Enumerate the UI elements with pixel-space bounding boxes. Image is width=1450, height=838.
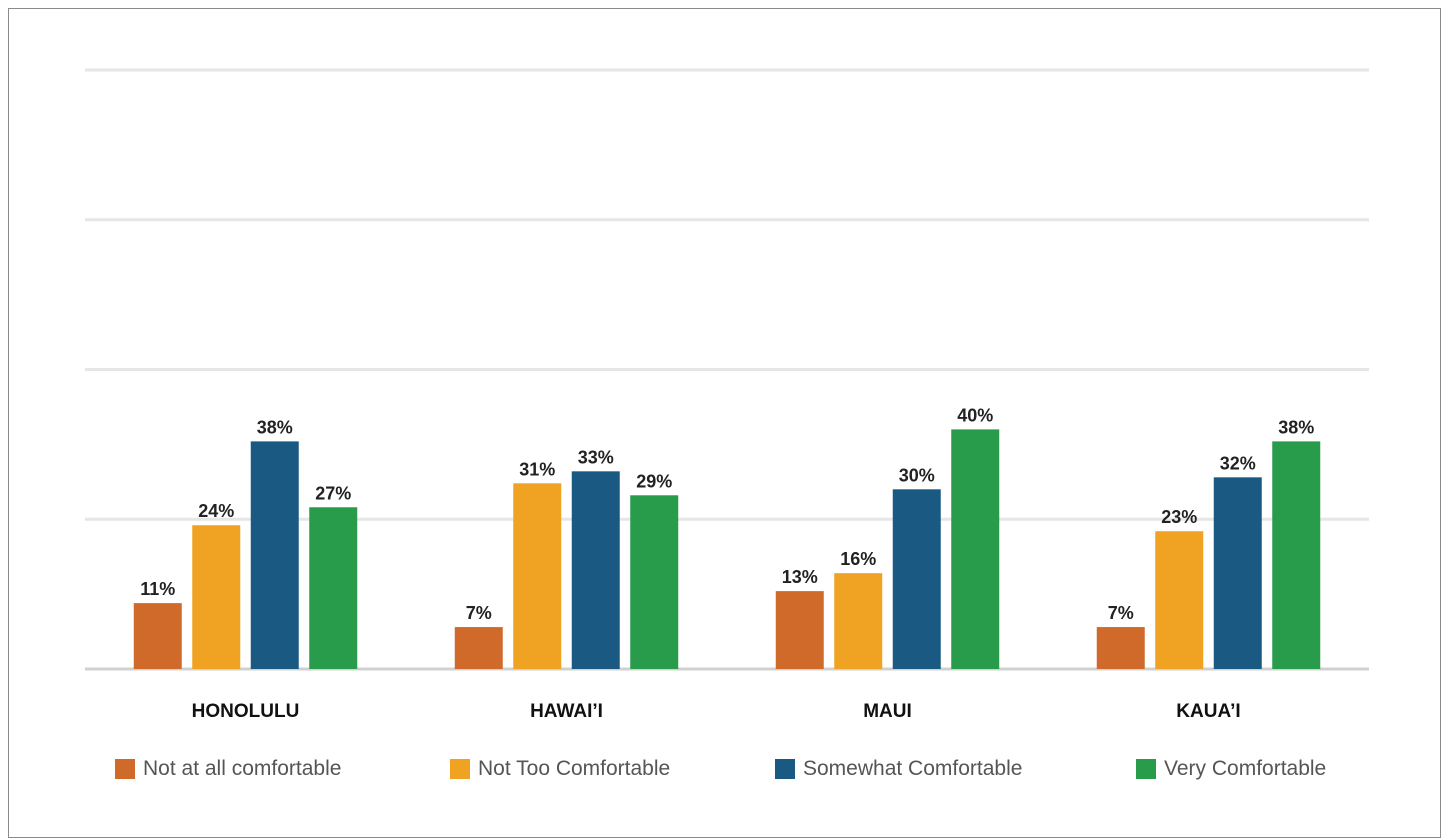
data-label: 23% — [1161, 507, 1197, 527]
data-label: 16% — [840, 549, 876, 569]
data-label: 7% — [1108, 603, 1134, 623]
bar — [571, 471, 620, 669]
legend: Not at all comfortable Not Too Comfortabl… — [0, 757, 1450, 781]
data-label: 11% — [140, 579, 175, 599]
category-label: KAUA’I — [1176, 701, 1240, 722]
bar — [309, 507, 358, 669]
bar — [834, 573, 883, 669]
data-label: 27% — [315, 483, 351, 503]
data-label: 24% — [198, 501, 234, 521]
bar — [1155, 531, 1204, 669]
category-label: HONOLULU — [192, 701, 300, 722]
legend-swatch — [115, 759, 135, 779]
bar — [250, 441, 299, 669]
bar — [951, 429, 1000, 669]
legend-swatch — [775, 759, 795, 779]
bar — [892, 489, 941, 669]
category-labels: HONOLULU HAWAI’I MAUI KAUA’I — [192, 701, 1241, 722]
legend-label: Very Comfortable — [1164, 757, 1327, 780]
legend-label: Not at all comfortable — [143, 757, 342, 780]
data-label: 29% — [636, 471, 672, 491]
category-label: HAWAI’I — [530, 701, 603, 722]
bar — [1213, 477, 1262, 669]
bar — [454, 627, 503, 669]
data-label: 7% — [466, 603, 492, 623]
legend-label: Somewhat Comfortable — [803, 757, 1023, 780]
bar — [775, 591, 824, 669]
data-label: 13% — [782, 567, 818, 587]
bar — [513, 483, 562, 669]
data-label: 38% — [1278, 417, 1314, 437]
data-label: 33% — [578, 447, 614, 467]
legend-label: Not Too Comfortable — [478, 757, 671, 780]
data-labels: 11% 24% 38% 27% 7% 31% 33% 29% 13% 16% 30% 40% 7% 23%… — [140, 405, 1314, 623]
legend-item: Not at all comfortable — [115, 757, 341, 781]
category-label: MAUI — [863, 701, 912, 722]
bar — [630, 495, 679, 669]
data-label: 40% — [957, 405, 993, 425]
legend-item: Somewhat Comfortable — [775, 757, 1022, 781]
data-label: 38% — [257, 417, 293, 437]
bar — [133, 603, 182, 669]
legend-swatch — [1136, 759, 1156, 779]
data-label: 30% — [899, 465, 935, 485]
legend-item: Very Comfortable — [1136, 757, 1326, 781]
bars — [133, 429, 1321, 669]
bar — [1096, 627, 1145, 669]
legend-swatch — [450, 759, 470, 779]
data-label: 32% — [1220, 453, 1256, 473]
bar — [192, 525, 241, 669]
bar — [1272, 441, 1321, 669]
gridlines — [85, 68, 1369, 671]
legend-item: Not Too Comfortable — [450, 757, 670, 781]
data-label: 31% — [519, 459, 555, 479]
